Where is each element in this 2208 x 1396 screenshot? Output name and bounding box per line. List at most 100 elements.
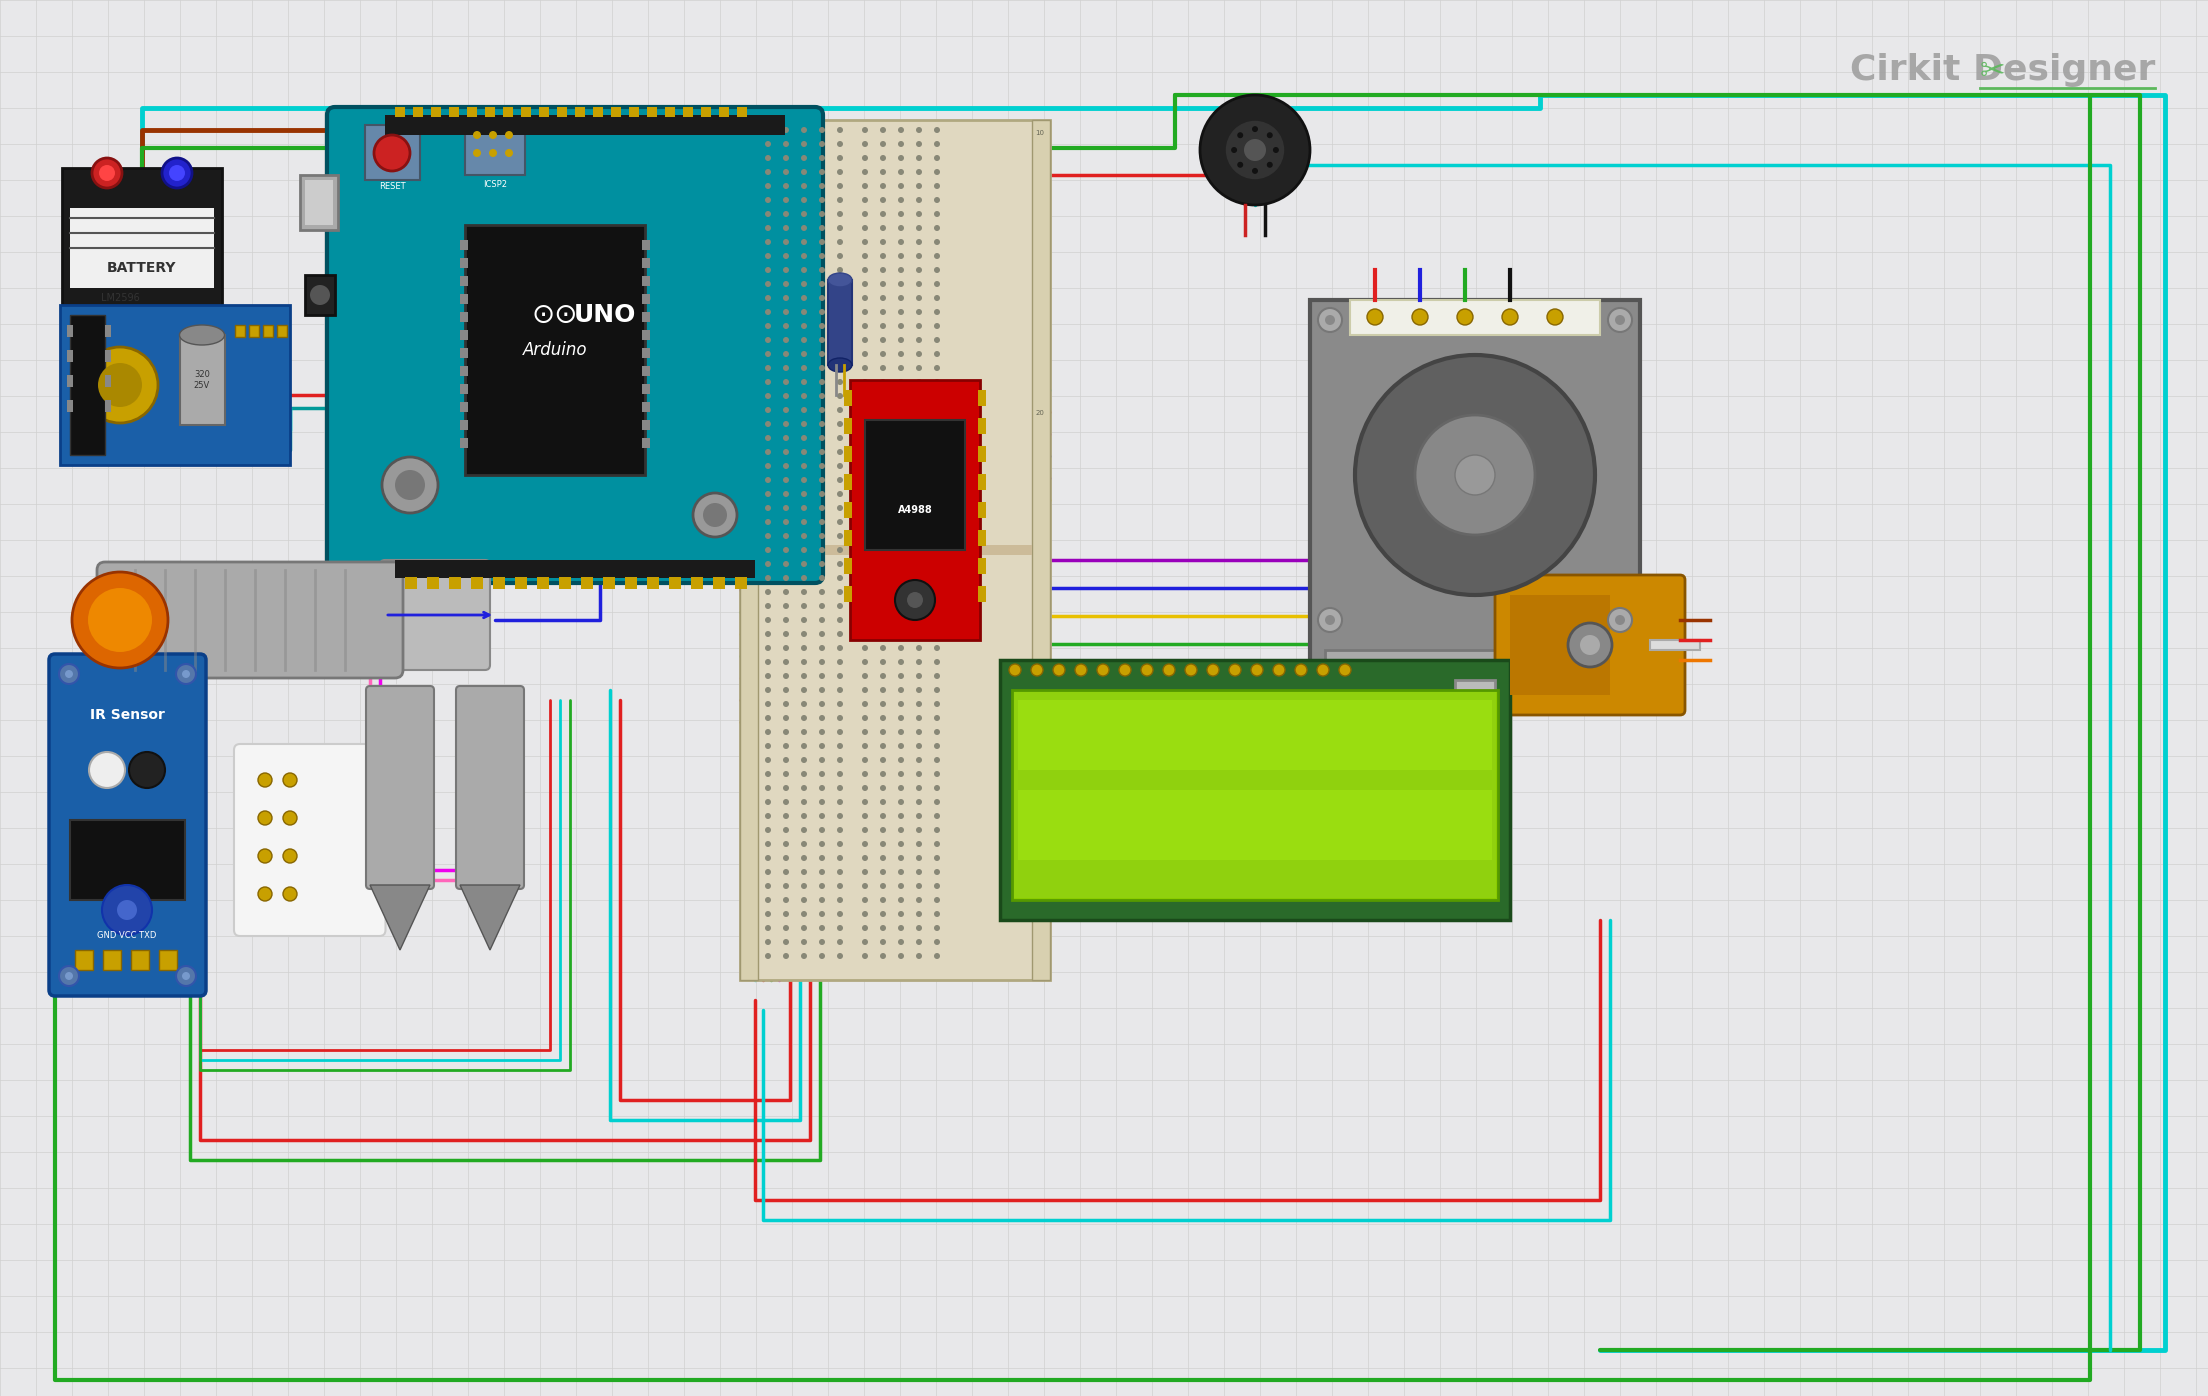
Circle shape xyxy=(861,505,868,511)
Circle shape xyxy=(802,826,806,833)
Circle shape xyxy=(899,898,903,903)
Circle shape xyxy=(764,211,771,216)
Bar xyxy=(978,558,987,574)
Circle shape xyxy=(819,364,826,371)
Circle shape xyxy=(1318,609,1342,632)
Circle shape xyxy=(819,505,826,511)
Circle shape xyxy=(819,533,826,539)
Circle shape xyxy=(1501,309,1519,325)
Circle shape xyxy=(802,547,806,553)
Circle shape xyxy=(784,533,788,539)
Circle shape xyxy=(899,350,903,357)
Circle shape xyxy=(916,127,923,133)
Circle shape xyxy=(899,378,903,385)
Circle shape xyxy=(802,450,806,455)
Circle shape xyxy=(861,463,868,469)
FancyBboxPatch shape xyxy=(1495,575,1685,715)
Text: 320
25V: 320 25V xyxy=(194,370,210,389)
Circle shape xyxy=(899,926,903,931)
Circle shape xyxy=(784,926,788,931)
Bar xyxy=(521,107,530,117)
Circle shape xyxy=(819,408,826,413)
Circle shape xyxy=(861,729,868,736)
Circle shape xyxy=(861,912,868,917)
Circle shape xyxy=(784,141,788,147)
Circle shape xyxy=(802,575,806,581)
Circle shape xyxy=(916,519,923,525)
Circle shape xyxy=(258,811,272,825)
Circle shape xyxy=(899,450,903,455)
Circle shape xyxy=(881,155,885,161)
Circle shape xyxy=(861,547,868,553)
Circle shape xyxy=(764,450,771,455)
Circle shape xyxy=(802,505,806,511)
Circle shape xyxy=(916,617,923,623)
Bar xyxy=(603,577,616,589)
Bar xyxy=(978,586,987,602)
Circle shape xyxy=(764,645,771,651)
Circle shape xyxy=(899,757,903,764)
FancyBboxPatch shape xyxy=(380,560,490,670)
Circle shape xyxy=(916,826,923,833)
Circle shape xyxy=(861,575,868,581)
Circle shape xyxy=(934,533,941,539)
Bar xyxy=(691,577,702,589)
Circle shape xyxy=(837,912,843,917)
Circle shape xyxy=(837,239,843,246)
Circle shape xyxy=(861,394,868,399)
Circle shape xyxy=(764,868,771,875)
Circle shape xyxy=(916,673,923,678)
Circle shape xyxy=(934,127,941,133)
Circle shape xyxy=(488,131,497,140)
Circle shape xyxy=(899,547,903,553)
Bar xyxy=(364,126,420,180)
Circle shape xyxy=(819,422,826,427)
Circle shape xyxy=(784,127,788,133)
Circle shape xyxy=(916,533,923,539)
Circle shape xyxy=(881,757,885,764)
Circle shape xyxy=(764,953,771,959)
Circle shape xyxy=(861,589,868,595)
Circle shape xyxy=(861,561,868,567)
Circle shape xyxy=(373,135,411,170)
Circle shape xyxy=(283,773,298,787)
Circle shape xyxy=(802,743,806,750)
Circle shape xyxy=(881,953,885,959)
Circle shape xyxy=(837,422,843,427)
Circle shape xyxy=(764,422,771,427)
Circle shape xyxy=(819,912,826,917)
Circle shape xyxy=(881,491,885,497)
Circle shape xyxy=(819,785,826,792)
Circle shape xyxy=(899,884,903,889)
Bar xyxy=(537,577,550,589)
Circle shape xyxy=(916,757,923,764)
Circle shape xyxy=(764,491,771,497)
Circle shape xyxy=(1607,309,1632,332)
Circle shape xyxy=(1031,664,1042,676)
Circle shape xyxy=(861,281,868,288)
Circle shape xyxy=(934,505,941,511)
Text: Arduino: Arduino xyxy=(523,341,587,359)
Circle shape xyxy=(837,309,843,315)
Circle shape xyxy=(861,785,868,792)
Circle shape xyxy=(899,631,903,637)
Circle shape xyxy=(819,589,826,595)
Circle shape xyxy=(819,225,826,230)
Circle shape xyxy=(764,394,771,399)
Circle shape xyxy=(802,898,806,903)
Bar xyxy=(486,107,495,117)
Circle shape xyxy=(934,603,941,609)
Circle shape xyxy=(934,463,941,469)
Circle shape xyxy=(802,603,806,609)
Circle shape xyxy=(784,617,788,623)
Circle shape xyxy=(916,603,923,609)
Circle shape xyxy=(784,422,788,427)
Circle shape xyxy=(899,322,903,329)
Circle shape xyxy=(802,253,806,260)
Bar xyxy=(647,577,658,589)
Bar xyxy=(305,180,333,225)
Circle shape xyxy=(881,812,885,819)
Bar xyxy=(843,445,852,462)
Circle shape xyxy=(802,281,806,288)
Circle shape xyxy=(916,336,923,343)
